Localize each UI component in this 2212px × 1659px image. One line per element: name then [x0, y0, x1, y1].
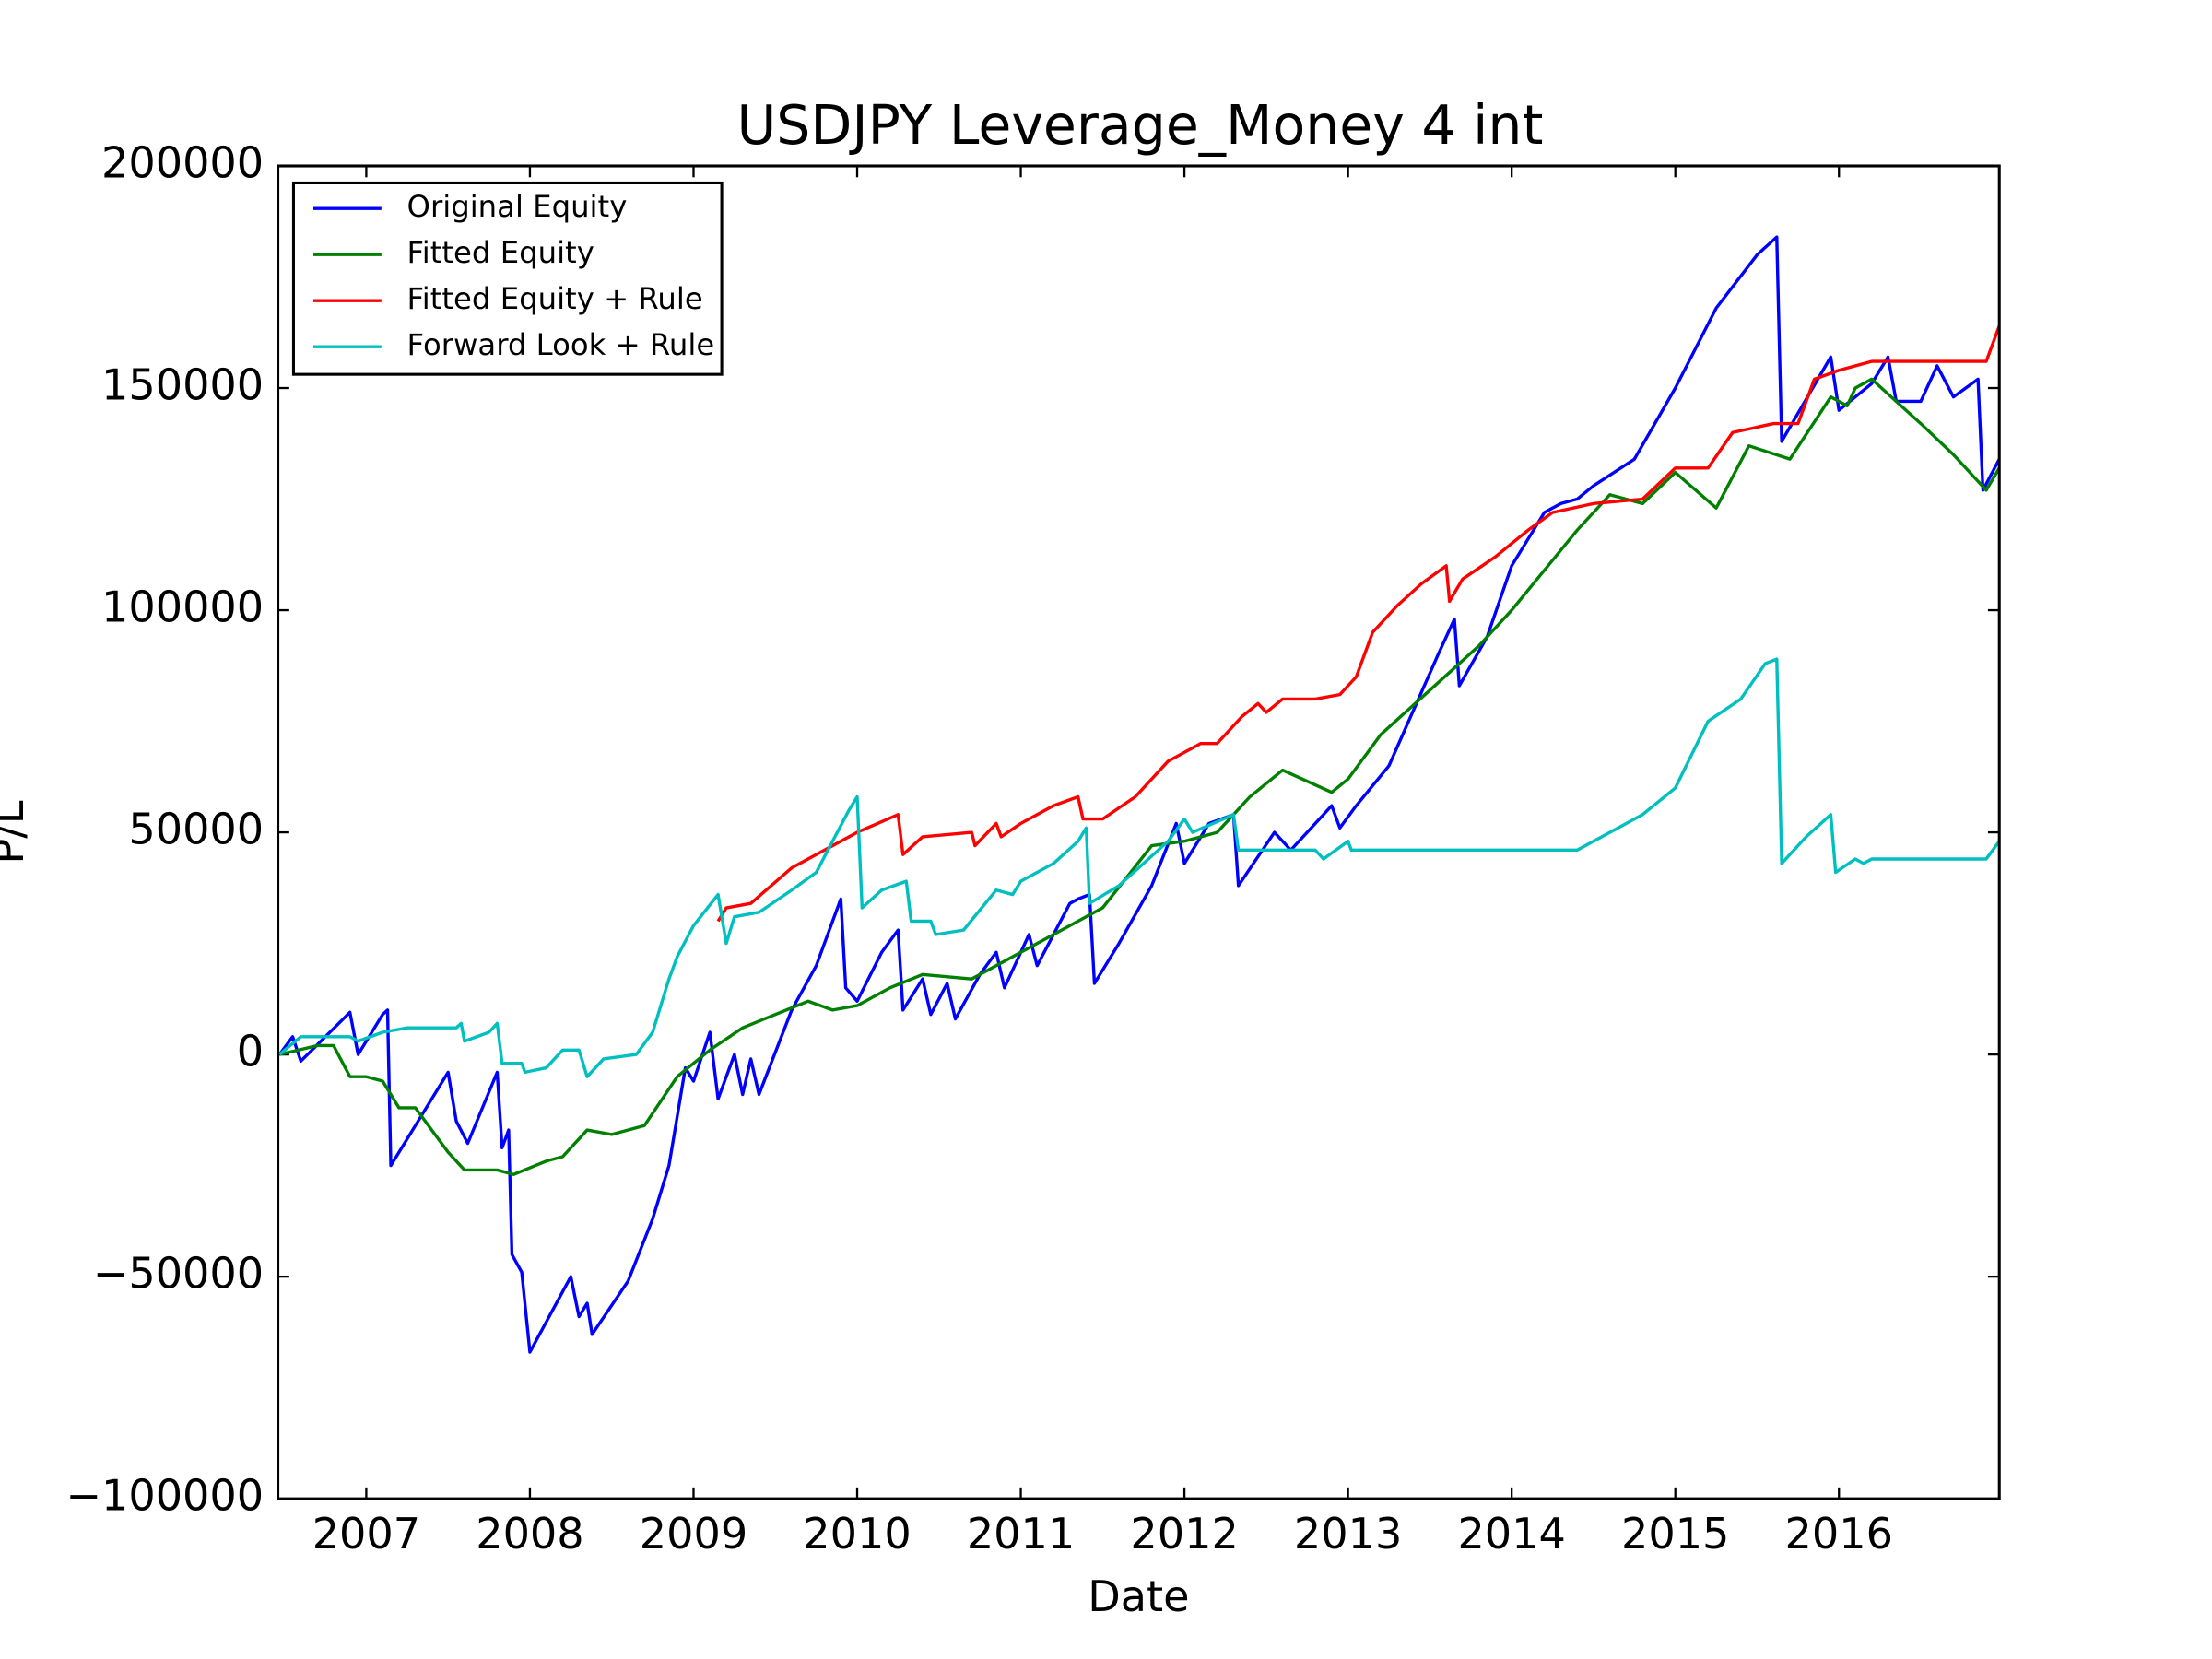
y-axis-label: P/L — [0, 800, 33, 864]
x-tick-label: 2011 — [967, 1509, 1075, 1559]
y-tick-label: 50000 — [128, 805, 264, 854]
x-tick-label: 2014 — [1457, 1509, 1565, 1559]
chart-title: USDJPY Leverage_Money 4 int — [736, 94, 1543, 157]
y-tick-label: 0 — [237, 1027, 264, 1077]
legend-label: Original Equity — [407, 189, 628, 224]
x-tick-label: 2013 — [1294, 1509, 1402, 1559]
plot-frame — [276, 164, 2001, 1500]
y-tick-label: 200000 — [101, 138, 264, 188]
legend-label: Fitted Equity + Rule — [407, 281, 703, 316]
series-line — [716, 324, 2000, 923]
legend-label: Fitted Equity — [407, 235, 594, 270]
series-line — [278, 377, 2000, 1176]
series-line — [277, 235, 2000, 1354]
y-tick-label: −50000 — [93, 1249, 264, 1299]
x-tick-label: 2016 — [1785, 1509, 1893, 1559]
y-tick-label: 150000 — [101, 360, 264, 410]
series-line — [278, 657, 2000, 1078]
x-tick-label: 2009 — [640, 1509, 747, 1559]
legend-frame — [291, 181, 724, 376]
legend: Original Equity Fitted Equity Fitted Equit… — [291, 181, 724, 376]
y-tick-label: −100000 — [65, 1471, 264, 1521]
x-tick-label: 2008 — [476, 1509, 583, 1559]
x-axis-label: Date — [1088, 1571, 1189, 1621]
x-tick-label: 2010 — [803, 1509, 911, 1559]
x-tick-label: 2015 — [1621, 1509, 1729, 1559]
x-tick-label: 2012 — [1130, 1509, 1238, 1559]
x-tick-label: 2007 — [312, 1509, 420, 1559]
legend-label: Forward Look + Rule — [407, 327, 715, 362]
y-tick-label: 100000 — [101, 582, 264, 632]
